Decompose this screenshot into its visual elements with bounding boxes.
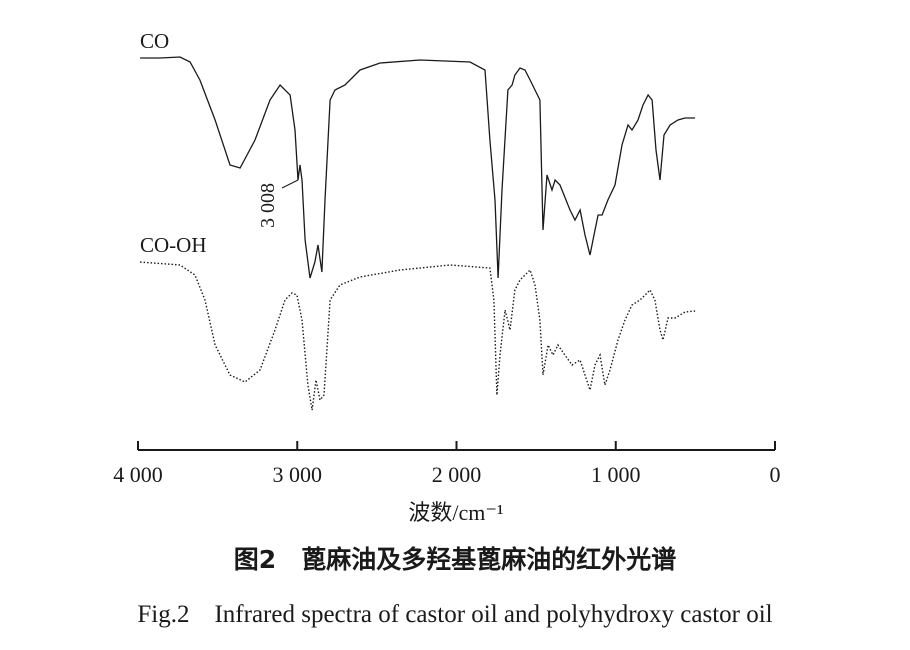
- series-label: CO-OH: [140, 233, 207, 257]
- spectrum-line: [140, 261, 696, 411]
- x-tick-label: 0: [770, 462, 781, 487]
- spectrum-line: [140, 56, 696, 279]
- annotation-leader: [281, 179, 299, 189]
- x-tick-label: 3 000: [273, 462, 323, 487]
- x-tick-label: 4 000: [113, 462, 163, 487]
- x-axis-label: 波数/cm⁻¹: [408, 500, 503, 525]
- x-tick-label: 1 000: [591, 462, 641, 487]
- series-label: CO: [140, 29, 169, 53]
- annotation: 3 008: [257, 183, 279, 228]
- x-tick-label: 2 000: [432, 462, 482, 487]
- caption-en: Fig.2 Infrared spectra of castor oil and…: [137, 601, 772, 628]
- caption-cn: 图2 蓖麻油及多羟基蓖麻油的红外光谱: [234, 545, 676, 574]
